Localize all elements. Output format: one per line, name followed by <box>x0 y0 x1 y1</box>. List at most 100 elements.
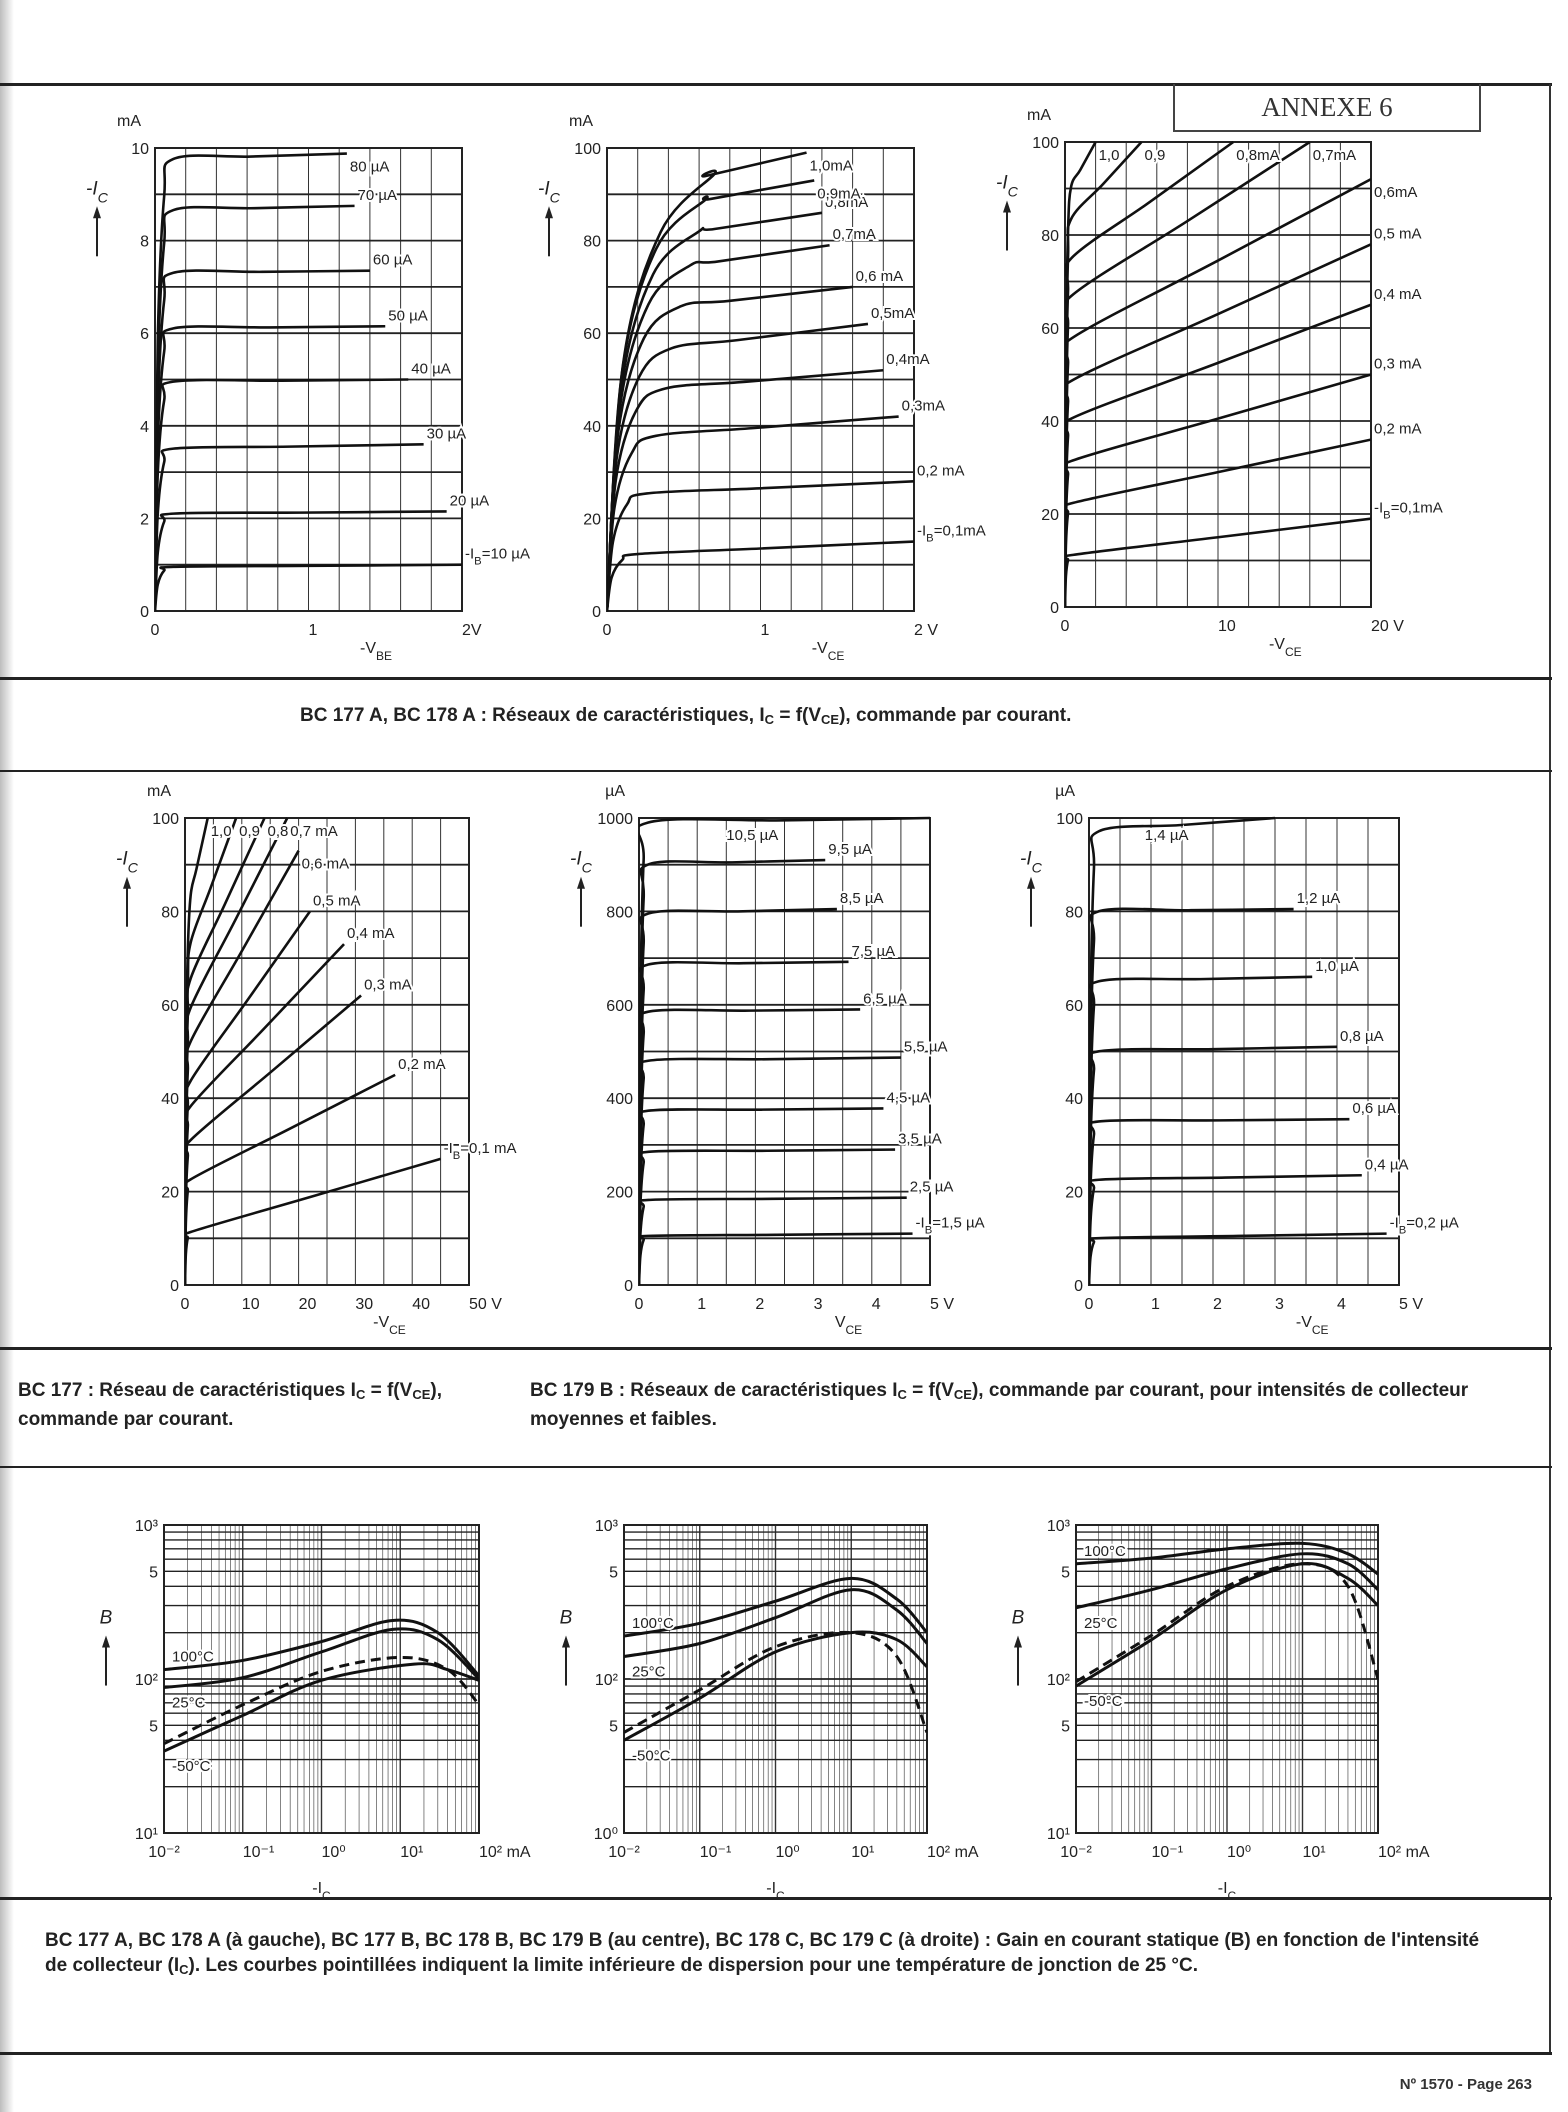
series-label: -IB=10 µA <box>465 546 530 568</box>
series-label: 0,4 mA <box>1374 286 1422 303</box>
y-axis-label: -IC <box>570 849 593 877</box>
arrow-head-icon <box>1003 200 1011 213</box>
y-unit: mA <box>117 113 141 130</box>
series-label: 25°C <box>632 1663 666 1680</box>
x-tick-label: 10⁻¹ <box>700 1844 732 1861</box>
series-label: -50°C <box>1084 1693 1123 1710</box>
series-curve <box>607 540 914 612</box>
caption-row3: BC 177 A, BC 178 A (à gauche), BC 177 B,… <box>45 1930 1480 1977</box>
y-tick-label: 5 <box>1061 1718 1070 1735</box>
x-tick-label: 10⁻² <box>1060 1844 1092 1861</box>
series-curve <box>155 204 355 612</box>
y-tick-label: 80 <box>1041 228 1059 245</box>
y-tick-label: 100 <box>1032 135 1059 152</box>
y-tick-label: 40 <box>1065 1091 1083 1108</box>
x-tick-label: 10 <box>242 1296 260 1313</box>
arrow-head-icon <box>1014 1635 1022 1648</box>
y-tick-label: 10⁰ <box>594 1826 618 1843</box>
y-tick-label: 10³ <box>135 1518 159 1535</box>
x-tick-label: 10⁰ <box>776 1844 800 1861</box>
series-label: 70 µA <box>358 187 398 204</box>
y-unit: mA <box>569 113 593 130</box>
y-tick-label: 0 <box>624 1278 633 1295</box>
x-tick-label: 0 <box>603 622 612 639</box>
series-label: 7,5 µA <box>852 943 896 960</box>
y-tick-label: 60 <box>1041 321 1059 338</box>
series-label: 0,2 mA <box>398 1056 446 1073</box>
series-curve <box>155 563 462 612</box>
y-tick-label: 6 <box>140 326 149 343</box>
series-curve <box>1076 1541 1378 1576</box>
arrow-head-icon <box>123 876 131 889</box>
y-axis-label: -IC <box>996 173 1019 201</box>
x-tick-label: 10⁻¹ <box>1152 1844 1184 1861</box>
plot-frame <box>606 147 915 612</box>
top-rule <box>0 83 1552 86</box>
x-tick-label: 10⁻² <box>148 1844 180 1861</box>
series-label: 0,9 <box>239 823 260 840</box>
series-label: 0,3 mA <box>1374 356 1422 373</box>
plot-frame <box>623 1524 928 1834</box>
y-axis-label: -IC <box>1020 849 1043 877</box>
series-curve <box>639 907 837 1286</box>
series-curve <box>164 1618 479 1677</box>
x-tick-label: 10² mA <box>927 1844 979 1861</box>
series-curve <box>164 1662 479 1753</box>
series-label: 0,2 mA <box>1374 421 1422 438</box>
y-tick-label: 2 <box>140 511 149 528</box>
x-tick-label: 4 <box>872 1296 881 1313</box>
series-label: 0,2 mA <box>917 462 965 479</box>
series-label: 25°C <box>172 1695 206 1712</box>
series-curve <box>1065 178 1371 608</box>
y-axis-label: B <box>100 1608 113 1629</box>
series-curve <box>185 994 362 1286</box>
series-curve <box>1076 1562 1378 1684</box>
y-tick-label: 5 <box>609 1718 618 1735</box>
series-label: 0,7mA <box>833 226 876 243</box>
series-label: 0,9 <box>1145 147 1166 164</box>
series-label: 100°C <box>632 1615 674 1632</box>
series-label: 0,3mA <box>902 398 945 415</box>
y-tick-label: 10² <box>135 1672 159 1689</box>
series-label: -50°C <box>632 1747 671 1764</box>
series-label: 4,5 µA <box>886 1089 930 1106</box>
series-curve <box>607 368 884 612</box>
series-label: -IB=0,1mA <box>1374 500 1443 522</box>
series-label: 9,5 µA <box>828 841 872 858</box>
series-label: -50°C <box>172 1758 211 1775</box>
x-tick-label: 10⁻² <box>608 1844 640 1861</box>
y-axis-label: B <box>560 1608 573 1629</box>
y-tick-label: 4 <box>140 419 149 436</box>
series-curve <box>1065 303 1371 608</box>
series-curve <box>607 243 830 612</box>
y-axis-label: -IC <box>86 178 109 206</box>
y-tick-label: 80 <box>1065 904 1083 921</box>
y-tick-label: 10¹ <box>135 1826 158 1843</box>
grid <box>163 1525 479 1834</box>
x-axis-label: -VCE <box>1296 1314 1329 1337</box>
caption-row2-left: BC 177 : Réseau de caractéristiques IC =… <box>18 1380 442 1430</box>
series-curve <box>1076 1562 1378 1688</box>
series-label: 8,5 µA <box>840 890 884 907</box>
chart-7: 100°C 25°C -50°C 10⁻² 10⁻¹ 10⁰ 10¹ 10² mA 10³ 5 10… <box>100 1518 531 1903</box>
series-label: 1,2 µA <box>1297 890 1341 907</box>
x-tick-label: 2V <box>462 622 482 639</box>
y-tick-label: 0 <box>592 604 601 621</box>
series-curve <box>164 1627 479 1690</box>
series-label: 40 µA <box>411 361 451 378</box>
series-curve <box>1089 1232 1387 1286</box>
series-curve <box>624 1630 927 1734</box>
y-tick-label: 60 <box>161 998 179 1015</box>
series-label: 0,7mA <box>1313 147 1356 164</box>
y-tick-label: 100 <box>1056 811 1083 828</box>
series-label: 50 µA <box>388 307 428 324</box>
chart-6: -IB=0,2 µA0,4 µA0,6 µA0,8 µA1,0 µA1,2 µA… <box>1020 783 1461 1337</box>
series-curve <box>164 1655 479 1746</box>
series-label: 10,5 µA <box>726 827 778 844</box>
y-tick-label: 60 <box>583 326 601 343</box>
y-unit: mA <box>1027 107 1051 124</box>
series-curve <box>155 510 447 612</box>
y-tick-label: 60 <box>1065 998 1083 1015</box>
x-tick-label: 10² mA <box>1378 1844 1430 1861</box>
series-label: 25°C <box>1084 1615 1118 1632</box>
